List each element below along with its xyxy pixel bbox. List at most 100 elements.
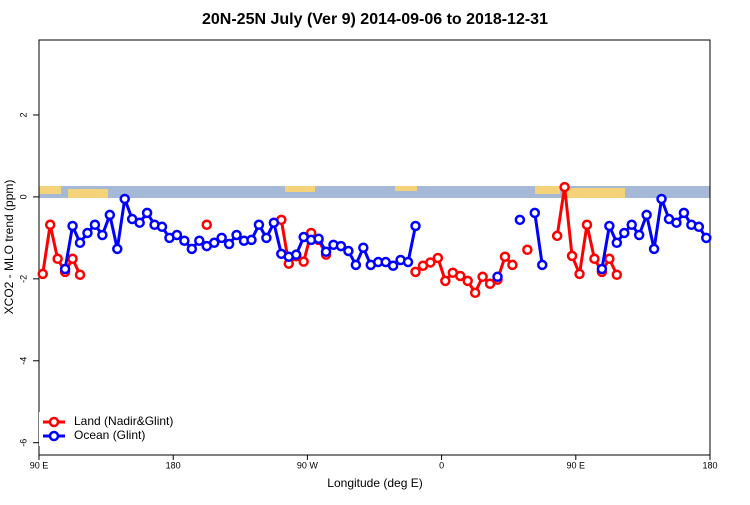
data-point <box>350 259 362 271</box>
data-point <box>134 217 145 228</box>
x-tick-label: 180 <box>702 460 717 470</box>
legend-label: Land (Nadir&Glint) <box>74 414 173 428</box>
data-point <box>89 219 101 231</box>
chart-title: 20N-25N July (Ver 9) 2014-09-06 to 2018-… <box>202 11 548 28</box>
series-line <box>600 198 708 270</box>
data-point <box>596 263 608 275</box>
data-point <box>156 221 168 233</box>
data-point <box>633 229 645 241</box>
series-line <box>533 212 544 266</box>
data-point <box>611 269 623 280</box>
y-axis-label: XCO2 - MLO trend (ppm) <box>2 180 16 315</box>
data-point <box>604 253 615 265</box>
x-tick-label: 90 E <box>567 460 586 470</box>
data-point <box>387 260 399 271</box>
data-point <box>74 269 86 280</box>
data-point <box>641 209 652 221</box>
data-point <box>701 232 712 244</box>
x-tick-label: 180 <box>166 460 181 470</box>
data-point <box>119 193 130 205</box>
data-point <box>410 266 421 278</box>
data-point <box>626 219 637 231</box>
data-point <box>37 268 48 280</box>
data-point <box>313 233 324 244</box>
data-point <box>619 227 630 239</box>
data-point <box>507 259 518 271</box>
data-point <box>201 219 212 231</box>
data-point <box>208 237 220 249</box>
data-point <box>223 238 235 250</box>
y-tick-label: -6 <box>18 439 28 447</box>
legend-marker <box>48 416 60 428</box>
data-point <box>425 257 436 268</box>
data-point <box>67 220 78 232</box>
data-point <box>499 251 511 262</box>
data-point <box>537 259 548 271</box>
data-point <box>522 244 533 256</box>
data-point <box>648 243 660 255</box>
data-point <box>454 270 466 282</box>
data-point <box>469 287 481 299</box>
data-point <box>112 243 123 255</box>
data-point <box>298 256 309 267</box>
x-axis-label: Longitude (deg E) <box>327 476 422 490</box>
data-point <box>462 275 473 287</box>
data-point <box>74 237 86 249</box>
data-point <box>268 217 280 228</box>
x-tick-label: 90 W <box>297 460 319 470</box>
data-point <box>104 209 116 221</box>
data-point <box>216 232 227 244</box>
data-point <box>581 219 593 231</box>
y-tick-label: -4 <box>18 357 28 365</box>
data-point <box>574 268 585 280</box>
x-tick-label: 90 E <box>30 460 49 470</box>
data-point <box>52 253 63 265</box>
legend-marker <box>48 430 60 442</box>
data-point <box>44 219 56 231</box>
x-tick-label: 0 <box>439 460 444 470</box>
data-point <box>656 193 667 205</box>
data-point <box>611 237 623 249</box>
data-point <box>194 235 205 246</box>
data-point <box>231 229 242 241</box>
data-point <box>67 253 78 265</box>
plot-frame <box>38 39 711 456</box>
data-point <box>678 207 690 219</box>
data-point <box>559 181 570 193</box>
data-point <box>358 242 369 253</box>
data-point <box>246 234 257 246</box>
data-point <box>477 271 488 283</box>
data-point <box>253 219 265 231</box>
data-point <box>492 271 503 283</box>
map-strip <box>39 186 710 198</box>
data-point <box>566 250 578 262</box>
data-point <box>484 278 496 290</box>
data-point <box>179 235 190 246</box>
data-point <box>97 229 108 241</box>
data-point <box>290 249 302 260</box>
data-point <box>320 246 332 258</box>
data-point <box>410 220 421 232</box>
data-point <box>402 256 414 268</box>
data-point <box>551 230 563 242</box>
data-point <box>171 229 183 241</box>
data-point <box>432 252 444 264</box>
data-point <box>261 232 272 244</box>
data-point <box>514 214 526 226</box>
data-point <box>59 263 71 275</box>
y-tick-label: 0 <box>18 194 28 199</box>
y-tick-label: -2 <box>18 275 28 283</box>
data-point <box>82 227 93 239</box>
data-point <box>529 207 541 219</box>
data-point <box>671 217 682 228</box>
legend: Land (Nadir&Glint)Ocean (Glint) <box>39 412 185 446</box>
data-point <box>343 245 354 257</box>
data-point <box>141 207 153 219</box>
data-point <box>186 243 198 255</box>
data-point <box>604 220 615 232</box>
data-point <box>440 275 451 287</box>
data-point <box>693 221 705 233</box>
legend-label: Ocean (Glint) <box>74 428 145 442</box>
y-tick-label: 2 <box>18 112 28 117</box>
